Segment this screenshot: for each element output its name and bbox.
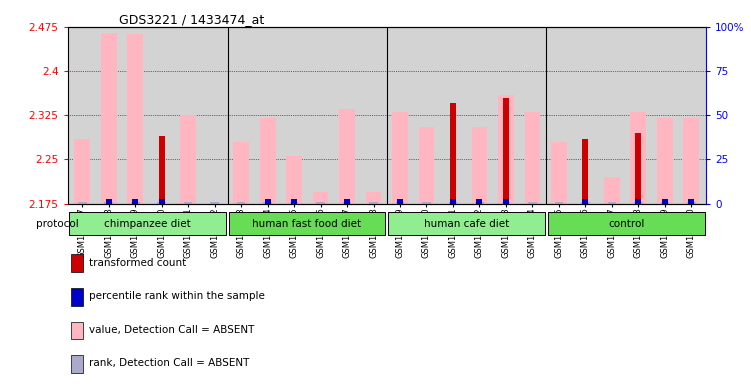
Bar <box>210 202 219 204</box>
Bar <box>528 202 537 204</box>
Bar <box>524 112 541 204</box>
Bar <box>366 192 382 204</box>
Bar <box>131 202 140 204</box>
Bar <box>71 255 83 272</box>
Bar <box>687 202 695 204</box>
Bar <box>263 202 272 204</box>
Bar <box>418 127 434 204</box>
Bar <box>503 199 509 204</box>
Bar <box>260 118 276 204</box>
Text: GDS3221 / 1433474_at: GDS3221 / 1433474_at <box>119 13 264 26</box>
Bar <box>180 115 196 204</box>
Bar <box>264 199 270 204</box>
Bar <box>237 202 246 204</box>
Bar <box>450 103 456 204</box>
Bar <box>69 212 226 235</box>
Bar <box>551 142 567 204</box>
Bar <box>127 34 143 204</box>
Bar <box>554 202 563 204</box>
Text: value, Detection Call = ABSENT: value, Detection Call = ABSENT <box>89 325 254 335</box>
Bar <box>369 202 378 204</box>
Bar <box>339 109 355 204</box>
Bar <box>286 156 302 204</box>
Bar <box>472 127 487 204</box>
Bar <box>158 136 164 204</box>
Bar <box>78 202 86 204</box>
Bar <box>104 202 113 204</box>
Bar <box>290 202 298 204</box>
Bar <box>608 202 617 204</box>
Bar <box>503 98 509 204</box>
Bar <box>661 202 669 204</box>
Bar <box>71 322 83 339</box>
Bar <box>312 192 328 204</box>
Bar <box>662 199 668 204</box>
Bar <box>547 212 704 235</box>
Bar <box>448 202 457 204</box>
Bar <box>450 199 456 204</box>
Bar <box>397 199 403 204</box>
Bar <box>604 177 620 204</box>
Bar <box>344 199 350 204</box>
Text: chimpanzee diet: chimpanzee diet <box>104 218 191 229</box>
Text: rank, Detection Call = ABSENT: rank, Detection Call = ABSENT <box>89 358 249 368</box>
Bar <box>502 202 511 204</box>
Bar <box>683 118 699 204</box>
Bar <box>228 212 385 235</box>
Text: human cafe diet: human cafe diet <box>424 218 509 229</box>
Bar <box>583 199 589 204</box>
Bar <box>71 355 83 373</box>
Bar <box>422 202 431 204</box>
Text: control: control <box>608 218 644 229</box>
Bar <box>630 112 647 204</box>
Bar <box>634 202 643 204</box>
Bar <box>388 212 545 235</box>
Bar <box>291 199 297 204</box>
Bar <box>158 199 164 204</box>
Bar <box>233 142 249 204</box>
Bar <box>71 288 83 306</box>
Bar <box>657 118 673 204</box>
Bar <box>689 199 695 204</box>
Bar <box>392 112 408 204</box>
Bar <box>342 202 351 204</box>
Text: human fast food diet: human fast food diet <box>252 218 361 229</box>
Bar <box>635 133 641 204</box>
Bar <box>498 94 514 204</box>
Bar <box>106 199 112 204</box>
Bar <box>157 202 166 204</box>
Bar <box>475 202 484 204</box>
Bar <box>583 139 589 204</box>
Bar <box>476 199 482 204</box>
Bar <box>396 202 404 204</box>
Bar <box>101 33 116 204</box>
Bar <box>184 202 192 204</box>
Bar <box>581 202 590 204</box>
Text: transformed count: transformed count <box>89 258 186 268</box>
Bar <box>316 202 325 204</box>
Bar <box>635 199 641 204</box>
Bar <box>74 139 90 204</box>
Text: protocol: protocol <box>36 218 78 229</box>
Text: percentile rank within the sample: percentile rank within the sample <box>89 291 264 301</box>
Bar <box>132 199 138 204</box>
